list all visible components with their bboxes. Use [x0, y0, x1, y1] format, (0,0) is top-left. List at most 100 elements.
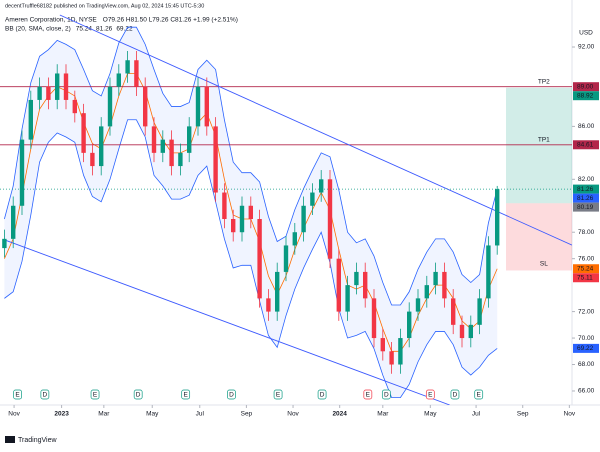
candle-body [239, 205, 245, 233]
event-badge [227, 389, 236, 400]
candle-body [72, 99, 77, 114]
candle-body [310, 192, 315, 206]
candle-body [319, 179, 324, 193]
x-tick-label: May [146, 411, 159, 418]
candle-body [160, 139, 165, 153]
x-tick-label: Jul [472, 411, 481, 418]
event-badge [381, 389, 391, 400]
event-label: E [477, 392, 482, 399]
event-label: D [136, 392, 141, 399]
candle-body [213, 126, 218, 193]
y-tick-label: 76.00 [578, 255, 595, 262]
candle-body [486, 245, 491, 299]
event-badge [425, 389, 435, 400]
y-tick-label: 82.00 [578, 176, 595, 183]
candle-body [292, 232, 297, 246]
x-tick-label: May [424, 411, 437, 418]
event-label: D [43, 392, 48, 399]
footer: TradingView [18, 437, 57, 444]
candle-body [389, 351, 394, 365]
event-label: E [93, 392, 98, 399]
price-label-box [573, 264, 599, 274]
candle-body [28, 99, 33, 140]
x-tick-label: Jul [196, 411, 205, 418]
event-badge [317, 389, 327, 400]
x-tick-label: Sep [517, 411, 529, 418]
candle-body [257, 218, 262, 299]
candle-body [2, 238, 7, 249]
candle-body [354, 271, 359, 286]
candle-body [266, 298, 271, 312]
candle-body [248, 205, 253, 219]
logo [5, 436, 15, 443]
candle-body [37, 86, 42, 100]
indicator-value: 69.22 [116, 26, 133, 33]
candle-body [231, 218, 236, 233]
event-badge [450, 389, 460, 400]
candle-body [451, 298, 456, 325]
take-profit-zone [506, 87, 572, 204]
price-label-box [573, 193, 599, 203]
candle-body [90, 152, 95, 167]
candle-body [407, 311, 412, 339]
trend-line [59, 14, 572, 246]
y-tick-label: 92.00 [578, 44, 595, 51]
candle-body [459, 324, 465, 339]
price-label: 81.26 [577, 195, 594, 202]
event-label: D [320, 392, 325, 399]
price-label-box [573, 202, 599, 212]
y-tick-label: 70.00 [578, 335, 595, 342]
y-tick-label: 78.00 [578, 229, 595, 236]
y-tick-label: 72.00 [578, 308, 595, 315]
candle-body [46, 86, 51, 100]
bb-upper [4, 26, 498, 306]
candle-body [275, 271, 280, 312]
candle-body [169, 139, 174, 167]
y-tick-label: 86.00 [578, 123, 595, 130]
price-label-box [573, 140, 599, 150]
candle-body [477, 298, 482, 325]
candle-body [222, 192, 227, 219]
price-label-box [573, 184, 599, 194]
candle-body [134, 60, 139, 87]
x-tick-label: Sep [241, 411, 253, 418]
candle-body [178, 152, 183, 167]
event-label: D [384, 392, 389, 399]
candle-body [380, 338, 385, 352]
event-badge [133, 389, 143, 400]
candle-body [99, 126, 104, 167]
event-label: E [184, 392, 189, 399]
y-tick-label: 68.00 [578, 361, 595, 368]
price-label-box [573, 273, 599, 283]
x-tick-label: Nov [287, 411, 299, 418]
event-badge [13, 389, 22, 400]
candle-body [204, 86, 209, 127]
chart-title: Ameren Corporation, 1D, NYSE [5, 17, 97, 24]
candle-body [301, 205, 306, 233]
event-badge [363, 389, 373, 400]
candle-body [151, 126, 157, 153]
event-label: E [15, 392, 20, 399]
price-label: 88.92 [577, 92, 594, 99]
x-tick-label: Nov [564, 411, 576, 418]
candle-body [371, 298, 377, 339]
candle-body [81, 113, 86, 153]
indicator-value: 81.26 [96, 26, 113, 33]
x-tick-label: Mar [98, 411, 110, 418]
candle-body [143, 86, 148, 127]
candle-body [424, 285, 429, 299]
price-label: 69.22 [577, 345, 594, 352]
event-label: D [229, 392, 234, 399]
stop-loss-zone [506, 203, 572, 271]
bb-lower [4, 119, 498, 398]
price-label-box [573, 343, 599, 353]
candle-body [468, 324, 473, 339]
price-label: 89.00 [577, 83, 594, 90]
plot: TP2 TP1 SL [0, 14, 572, 405]
trend-line [4, 239, 450, 405]
price-label: 75.11 [577, 274, 593, 281]
price-label: 80.19 [577, 204, 594, 211]
event-label: E [276, 392, 281, 399]
event-badge [273, 389, 283, 400]
